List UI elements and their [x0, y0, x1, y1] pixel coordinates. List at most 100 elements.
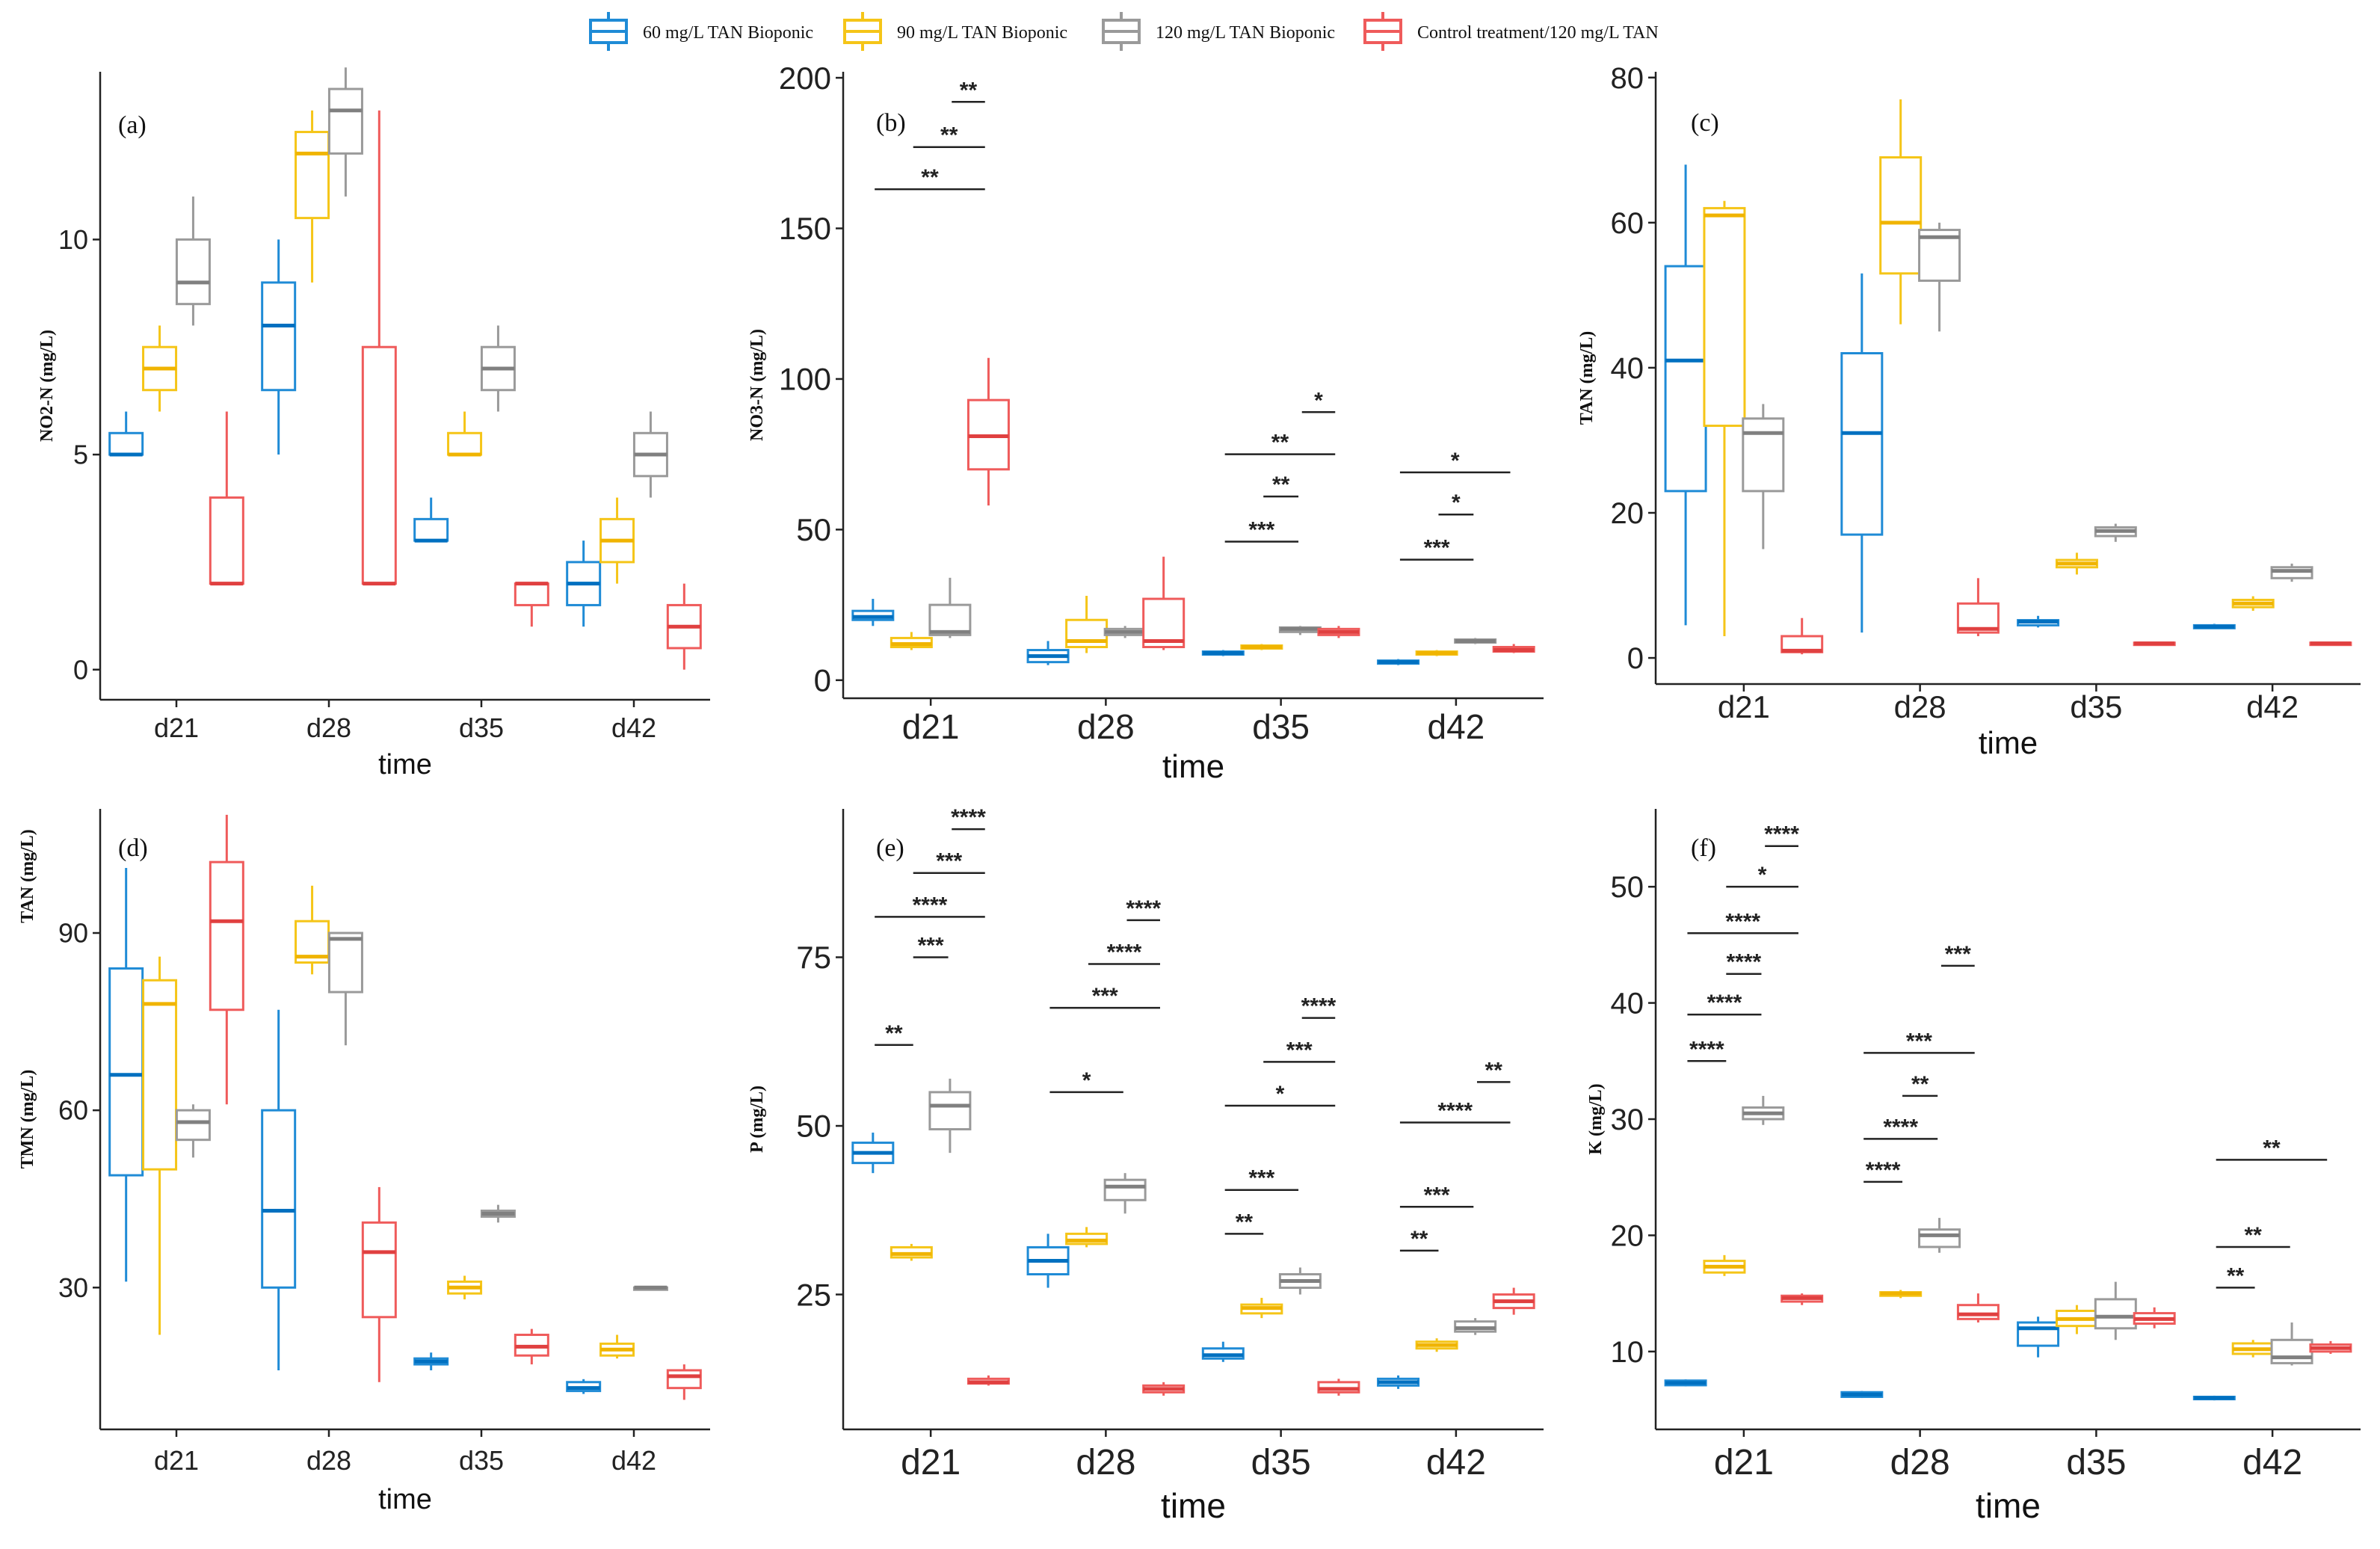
- significance-label: **: [921, 165, 939, 190]
- y-tick-label: 150: [779, 211, 831, 246]
- y-tick-label: 40: [1611, 352, 1644, 385]
- y-tick-label: 20: [1611, 1219, 1644, 1252]
- panel-label: (e): [876, 834, 904, 862]
- x-tick-label: d28: [1890, 1443, 1950, 1482]
- significance-label: **: [1236, 1210, 1254, 1234]
- significance-label: ***: [1248, 518, 1274, 543]
- box-iqr: [209, 860, 244, 1011]
- y-tick-label: 10: [58, 224, 88, 255]
- y-tick-label: 60: [1611, 207, 1644, 240]
- legend-entry-label: Control treatment/120 mg/L TAN: [1417, 23, 1659, 43]
- x-tick-label: d35: [1252, 707, 1310, 746]
- y-axis-title: K (mg/L): [1586, 1083, 1606, 1154]
- y-tick-label: 10: [1611, 1336, 1644, 1369]
- significance-label: *: [1314, 388, 1323, 413]
- significance-label: ****: [1764, 822, 1799, 847]
- box-iqr: [1742, 417, 1785, 493]
- y-tick-label: 20: [1611, 497, 1644, 530]
- box-iqr: [1879, 156, 1923, 275]
- y-tick-label: 50: [796, 1109, 831, 1144]
- significance-label: ****: [1727, 950, 1762, 975]
- significance-label: *: [1452, 490, 1461, 515]
- y-axis-secondary-title: TAN (mg/L): [18, 829, 37, 923]
- y-tick-label: 50: [1611, 871, 1644, 904]
- significance-label: ****: [1725, 909, 1760, 934]
- y-tick-label: 75: [796, 940, 831, 975]
- x-tick-label: d35: [1251, 1443, 1311, 1482]
- significance-label: ****: [1437, 1099, 1473, 1124]
- box-iqr: [928, 1091, 972, 1131]
- panel-c-tan: 0 20 40 60 80 d21 d28 d35 d42 time TAN (mg/L) (c): [1577, 62, 2361, 760]
- y-tick-label: 0: [1627, 642, 1644, 675]
- legend-entry-label: 90 mg/L TAN Bioponic: [897, 23, 1067, 43]
- box-iqr: [108, 431, 144, 456]
- significance-label: **: [2227, 1263, 2245, 1288]
- y-tick-label: 200: [779, 61, 831, 96]
- x-tick-label: d28: [306, 1445, 351, 1476]
- box-iqr: [209, 496, 244, 585]
- legend-entry-label: 120 mg/L TAN Bioponic: [1156, 23, 1335, 43]
- significance-label: *: [1082, 1068, 1091, 1093]
- y-tick-label: 60: [58, 1095, 88, 1126]
- significance-label: ****: [1883, 1115, 1918, 1139]
- y-tick-label: 90: [58, 918, 88, 949]
- box-iqr: [928, 603, 972, 636]
- x-tick-label: d42: [2246, 689, 2299, 724]
- significance-label: **: [2263, 1136, 2281, 1160]
- y-tick-label: 40: [1611, 988, 1644, 1020]
- significance-label: **: [1272, 472, 1290, 497]
- x-tick-label: d21: [1718, 689, 1770, 724]
- box-iqr: [1664, 265, 1707, 493]
- significance-label: ****: [913, 893, 948, 917]
- significance-label: ***: [918, 933, 944, 958]
- significance-label: *: [1276, 1082, 1285, 1106]
- x-axis-title: time: [1976, 1486, 2041, 1525]
- x-axis-title: time: [378, 1484, 432, 1515]
- x-tick-label: d21: [901, 1443, 961, 1482]
- panel-a-no2n: 0 5 10 d21 d28 d35 d42 time NO2-N (mg/L) (a): [37, 67, 710, 780]
- panel-label: (b): [876, 109, 906, 137]
- y-tick-label: 30: [58, 1272, 88, 1303]
- x-tick-label: d21: [1714, 1443, 1774, 1482]
- x-tick-label: d42: [1428, 707, 1485, 746]
- box-iqr: [361, 1221, 397, 1319]
- y-axis-title: TMN (mg/L): [18, 1070, 37, 1169]
- box-iqr: [1103, 1178, 1147, 1201]
- significance-label: ***: [1248, 1166, 1274, 1191]
- significance-label: *: [1758, 863, 1767, 887]
- panel-label: (a): [118, 111, 147, 139]
- box-iqr: [1840, 352, 1884, 536]
- x-tick-label: d28: [1077, 707, 1135, 746]
- y-axis-title: P (mg/L): [747, 1085, 767, 1153]
- significance-label: ***: [1424, 1183, 1450, 1207]
- y-axis-title: TAN (mg/L): [1577, 331, 1597, 425]
- x-tick-label: d35: [459, 712, 504, 743]
- box-iqr: [514, 582, 549, 606]
- significance-label: **: [940, 123, 958, 148]
- x-tick-label: d21: [902, 707, 960, 746]
- y-tick-label: 0: [73, 654, 88, 685]
- box-iqr: [1703, 206, 1746, 428]
- x-axis-title: time: [1979, 725, 2038, 760]
- x-tick-label: d42: [2242, 1443, 2302, 1482]
- significance-label: ****: [1707, 991, 1742, 1015]
- significance-label: ****: [1126, 896, 1161, 921]
- significance-label: **: [1271, 431, 1289, 455]
- legend-entry-label: 60 mg/L TAN Bioponic: [643, 23, 813, 43]
- box-iqr: [327, 931, 363, 994]
- y-tick-label: 25: [796, 1277, 831, 1312]
- box-iqr: [1956, 1304, 2000, 1320]
- box-iqr: [1142, 597, 1186, 649]
- significance-label: ****: [1107, 940, 1142, 965]
- box-iqr: [327, 87, 363, 155]
- panel-label: (c): [1691, 109, 1719, 137]
- x-tick-label: d21: [154, 1445, 199, 1476]
- significance-label: ***: [1092, 984, 1118, 1008]
- x-tick-label: d28: [1894, 689, 1946, 724]
- significance-label: ****: [1866, 1158, 1901, 1183]
- x-tick-label: d21: [154, 712, 199, 743]
- y-axis-title: NO2-N (mg/L): [37, 330, 57, 442]
- box-iqr: [413, 517, 449, 542]
